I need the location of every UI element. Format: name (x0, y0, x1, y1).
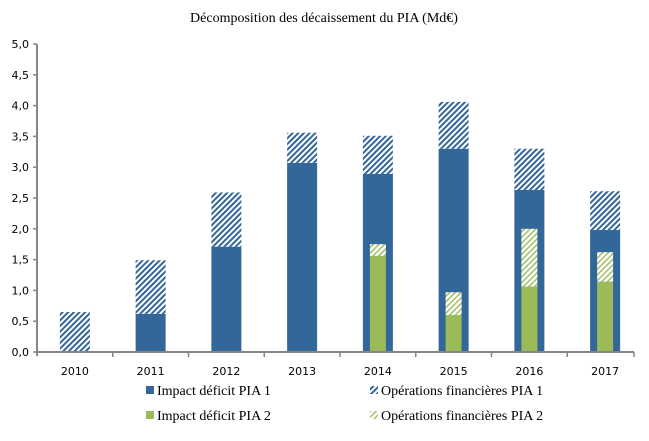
bar-impact-d-ficit-pia-1-2011 (135, 313, 166, 352)
x-tick-label: 2011 (137, 365, 165, 378)
legend: Impact déficit PIA 1 Opérations financièr… (146, 384, 543, 424)
bar-impact-d-ficit-pia-1-2013 (287, 162, 318, 352)
y-tick-label: 4,0 (12, 100, 30, 113)
legend-label: Opérations financières PIA 1 (381, 384, 543, 399)
y-tick-label: 1,0 (12, 284, 30, 297)
legend-swatch (370, 411, 378, 419)
bar-op-rations-financi-res-pia-2-2014 (369, 244, 386, 256)
y-tick-label: 0,0 (12, 346, 30, 359)
y-tick-label: 1,5 (12, 254, 30, 267)
x-tick-label: 2017 (591, 365, 619, 378)
y-axis-ticks: 0,0 0,5 1,0 1,5 2,0 2,5 3,0 3,5 4,0 4,5 5,0 (12, 38, 37, 359)
x-tick-label: 2013 (288, 365, 316, 378)
bar-impact-d-ficit-pia-2-2014 (369, 255, 386, 352)
y-tick-label: 2,5 (12, 192, 30, 205)
bars (59, 101, 621, 352)
y-tick-label: 5,0 (12, 38, 30, 51)
legend-label: Opérations financières PIA 2 (381, 409, 543, 424)
legend-swatch (370, 386, 378, 394)
legend-swatch (146, 411, 154, 419)
x-tick-label: 2014 (364, 365, 392, 378)
bar-impact-d-ficit-pia-1-2012 (211, 246, 242, 352)
x-tick-label: 2012 (212, 365, 240, 378)
y-tick-label: 3,0 (12, 161, 30, 174)
x-tick-label: 2015 (440, 365, 468, 378)
legend-label: Impact déficit PIA 2 (157, 409, 271, 424)
legend-swatch (146, 386, 154, 394)
bar-op-rations-financi-res-pia-1-2014 (362, 135, 393, 174)
bar-op-rations-financi-res-pia-1-2016 (514, 148, 545, 190)
y-tick-label: 3,5 (12, 130, 30, 143)
x-tick-label: 2016 (515, 365, 543, 378)
axes (36, 44, 634, 356)
x-tick-label: 2010 (61, 365, 89, 378)
y-tick-label: 4,5 (12, 69, 30, 82)
bar-impact-d-ficit-pia-2-2015 (445, 315, 462, 352)
bar-op-rations-financi-res-pia-1-2010 (59, 311, 90, 352)
bar-op-rations-financi-res-pia-1-2013 (287, 132, 318, 163)
y-tick-label: 2,0 (12, 223, 30, 236)
bar-op-rations-financi-res-pia-1-2012 (211, 192, 242, 247)
chart-title: Décomposition des décaissement du PIA (M… (190, 11, 458, 26)
bar-op-rations-financi-res-pia-2-2015 (445, 292, 462, 316)
bar-op-rations-financi-res-pia-1-2015 (438, 101, 469, 149)
bar-impact-d-ficit-pia-2-2017 (597, 281, 614, 352)
legend-label: Impact déficit PIA 1 (157, 384, 271, 399)
bar-op-rations-financi-res-pia-2-2016 (521, 228, 538, 287)
x-axis-ticks: 2010 2011 2012 2013 2014 2015 2016 2017 (61, 352, 635, 378)
bar-op-rations-financi-res-pia-2-2017 (597, 252, 614, 282)
bar-op-rations-financi-res-pia-1-2011 (135, 260, 166, 314)
bar-impact-d-ficit-pia-2-2016 (521, 286, 538, 352)
y-tick-label: 0,5 (12, 315, 30, 328)
bar-op-rations-financi-res-pia-1-2017 (590, 191, 621, 231)
